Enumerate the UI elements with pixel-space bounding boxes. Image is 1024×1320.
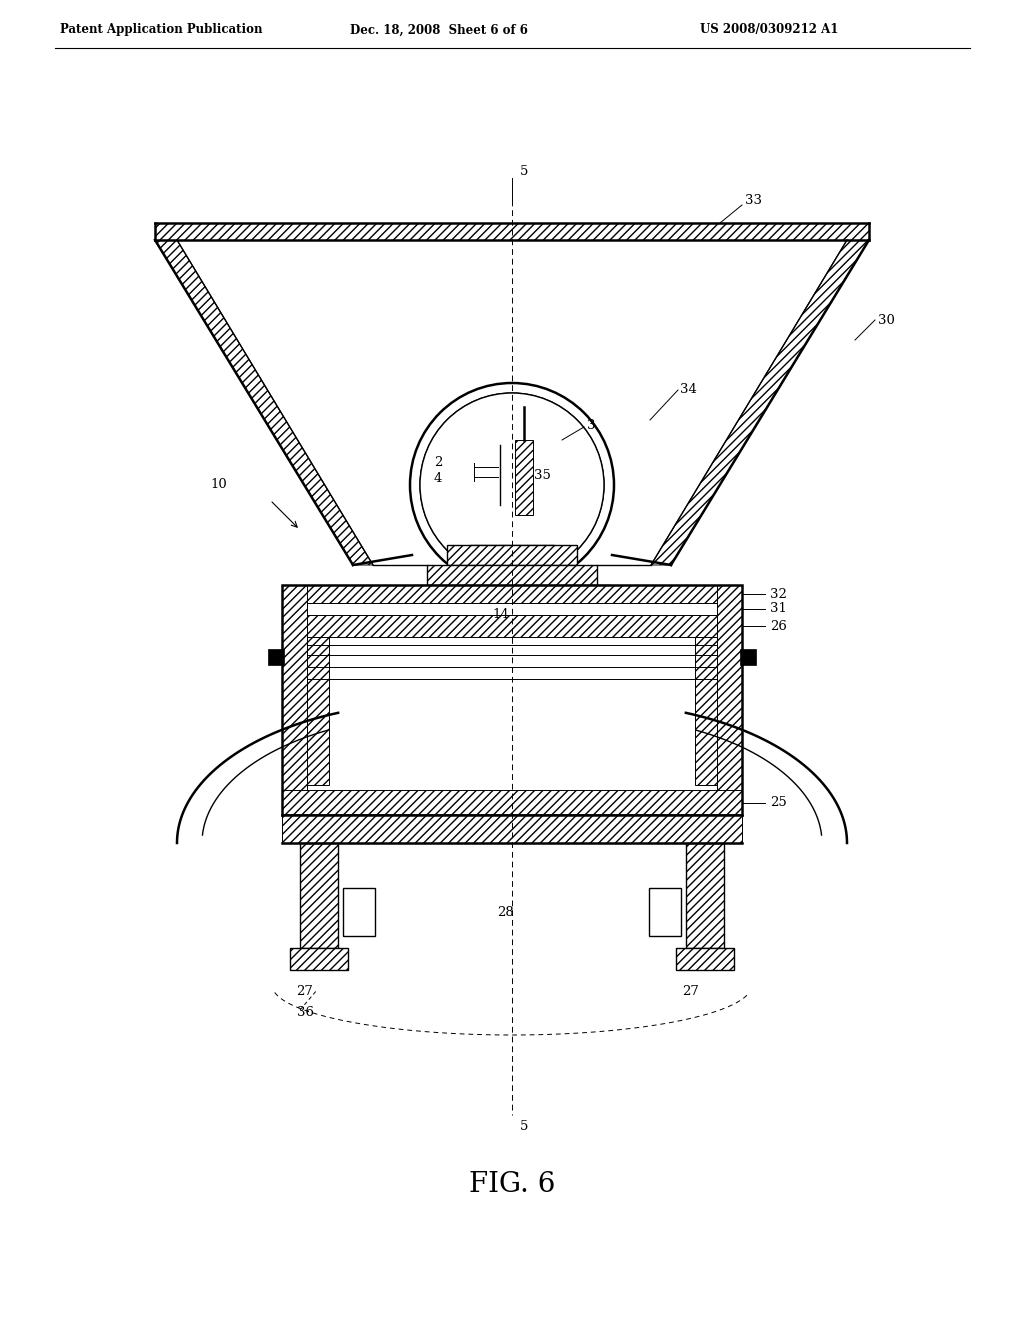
Bar bbox=[414, 585, 432, 620]
Text: 26: 26 bbox=[770, 619, 786, 632]
Bar bbox=[282, 585, 742, 814]
Text: Patent Application Publication: Patent Application Publication bbox=[60, 24, 262, 37]
Bar bbox=[740, 649, 756, 665]
Bar bbox=[282, 585, 307, 814]
Bar bbox=[686, 843, 724, 948]
Text: 2: 2 bbox=[434, 457, 442, 470]
Bar bbox=[290, 948, 348, 970]
Text: 25: 25 bbox=[770, 796, 786, 809]
Bar bbox=[470, 545, 554, 622]
Bar bbox=[649, 888, 681, 936]
Text: 3: 3 bbox=[587, 418, 596, 432]
Bar bbox=[447, 545, 577, 565]
Text: 35: 35 bbox=[534, 469, 551, 482]
Text: 28: 28 bbox=[497, 907, 514, 920]
Bar bbox=[282, 603, 742, 615]
Polygon shape bbox=[155, 240, 373, 565]
Text: FIG. 6: FIG. 6 bbox=[469, 1172, 555, 1199]
Text: 33: 33 bbox=[745, 194, 762, 206]
Bar bbox=[427, 565, 597, 585]
Bar bbox=[307, 638, 329, 785]
Bar bbox=[717, 585, 742, 814]
Text: 5: 5 bbox=[520, 165, 528, 178]
Bar bbox=[300, 843, 338, 948]
Text: 10: 10 bbox=[210, 479, 226, 491]
Bar bbox=[497, 587, 527, 622]
Bar bbox=[592, 585, 610, 620]
Text: 27: 27 bbox=[683, 985, 699, 998]
Bar bbox=[282, 615, 742, 638]
Bar bbox=[343, 888, 375, 936]
Text: 5: 5 bbox=[520, 1119, 528, 1133]
Bar bbox=[676, 948, 734, 970]
Text: 31: 31 bbox=[770, 602, 786, 615]
Polygon shape bbox=[651, 240, 869, 565]
Bar bbox=[695, 638, 717, 785]
Text: Dec. 18, 2008  Sheet 6 of 6: Dec. 18, 2008 Sheet 6 of 6 bbox=[350, 24, 528, 37]
Text: 14: 14 bbox=[492, 609, 509, 622]
Bar bbox=[515, 440, 534, 515]
Text: 30: 30 bbox=[878, 314, 895, 326]
Text: 27: 27 bbox=[297, 985, 313, 998]
Bar bbox=[282, 814, 742, 843]
Text: 32: 32 bbox=[770, 587, 786, 601]
Text: US 2008/0309212 A1: US 2008/0309212 A1 bbox=[700, 24, 839, 37]
Bar bbox=[282, 585, 742, 603]
Bar bbox=[268, 649, 284, 665]
Text: 36: 36 bbox=[297, 1007, 314, 1019]
Circle shape bbox=[420, 393, 604, 577]
Bar bbox=[282, 789, 742, 814]
Text: 34: 34 bbox=[680, 384, 697, 396]
Text: 4: 4 bbox=[434, 471, 442, 484]
Polygon shape bbox=[155, 223, 869, 240]
